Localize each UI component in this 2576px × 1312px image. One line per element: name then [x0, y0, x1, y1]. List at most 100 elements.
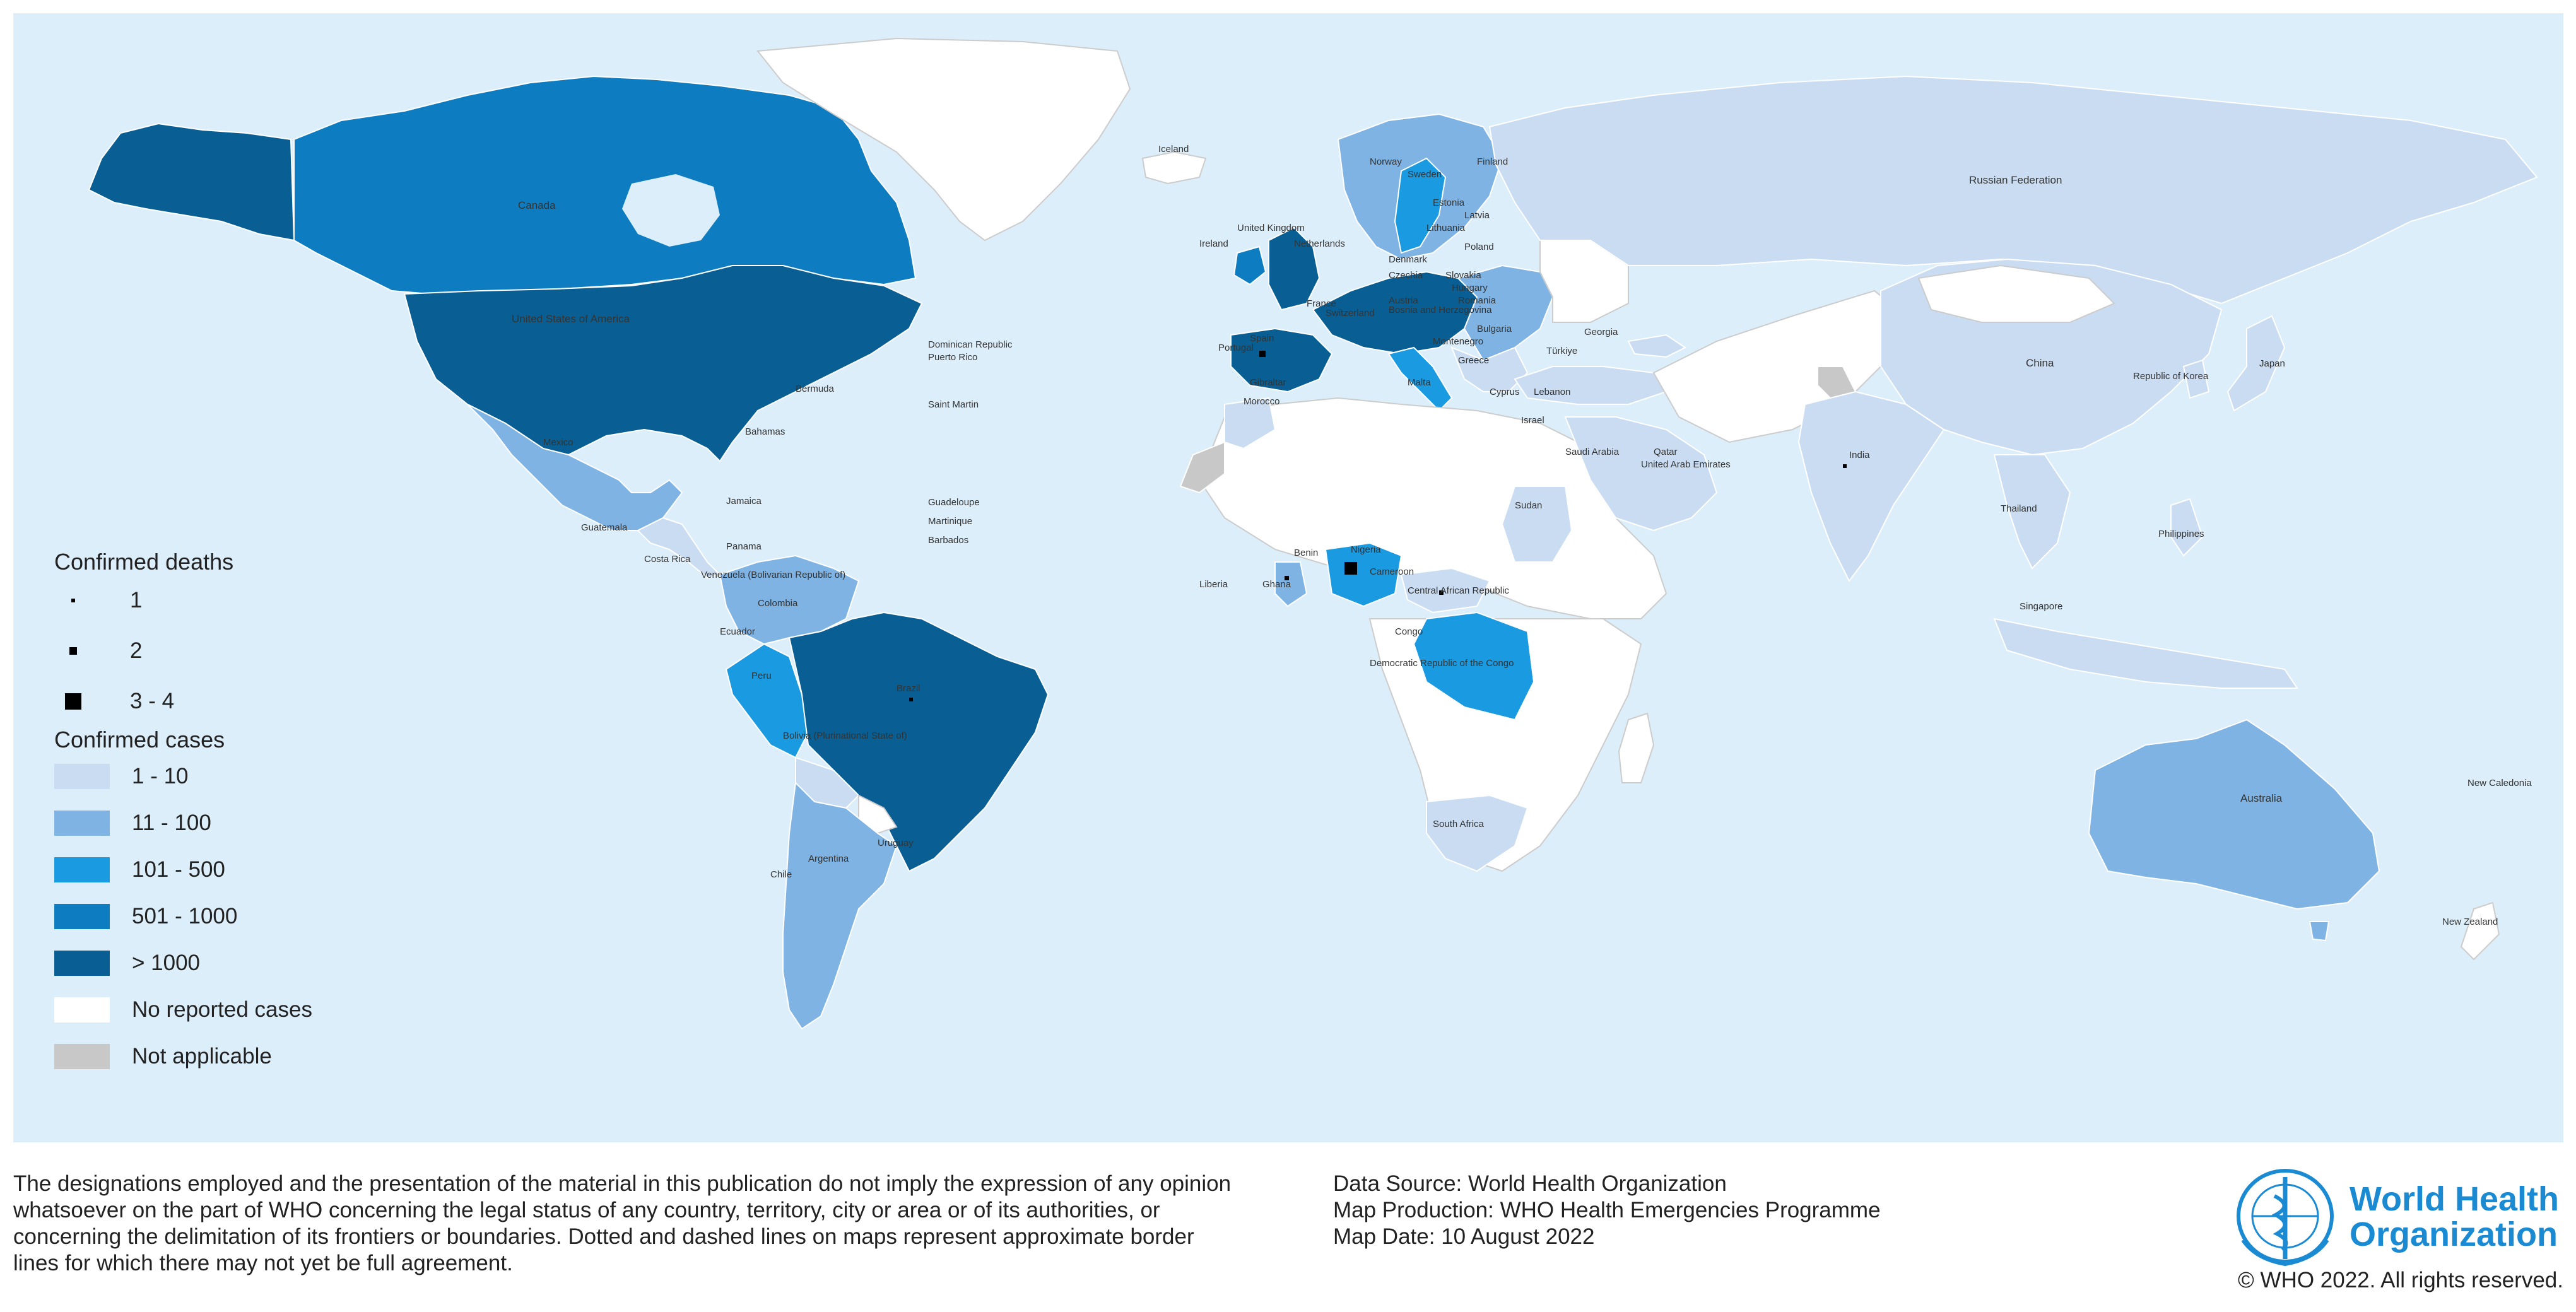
label-iceland: Iceland: [1158, 144, 1189, 155]
label-russia: Russian Federation: [1969, 174, 2062, 186]
mexico-shape: [467, 404, 683, 531]
label-bahamas: Bahamas: [745, 426, 785, 437]
label-sweden: Sweden: [1408, 169, 1442, 180]
alaska: [88, 122, 295, 242]
drc-shape: [1413, 611, 1535, 721]
label-latvia: Latvia: [1464, 210, 1490, 221]
cases-legend: 1 - 10 11 - 100 101 - 500 501 - 1000 > 1000 N…: [54, 753, 312, 1080]
label-austria: Austria: [1389, 295, 1418, 306]
label-saudi-arabia: Saudi Arabia: [1565, 447, 1620, 457]
label-bolivia: Bolivia (Plurinational State of): [783, 730, 907, 741]
deaths-legend-label: 2: [130, 638, 143, 663]
iceland: [1141, 151, 1207, 185]
uk-shape: [1268, 226, 1320, 311]
label-malta: Malta: [1408, 377, 1431, 388]
cases-legend-swatch: [54, 764, 110, 789]
label-china: China: [2026, 357, 2054, 369]
cases-legend-label: 501 - 1000: [132, 904, 238, 928]
paraguay-shape: [858, 794, 898, 835]
peru-shape: [725, 643, 809, 759]
sudan-shape: [1501, 486, 1573, 563]
cases-legend-label: 11 - 100: [132, 811, 211, 835]
western-sahara: [1179, 441, 1225, 494]
label-switzerland: Switzerland: [1326, 308, 1375, 319]
label-morocco: Morocco: [1244, 396, 1280, 407]
label-nigeria: Nigeria: [1351, 544, 1381, 555]
label-bulgaria: Bulgaria: [1477, 324, 1512, 334]
copyright-text: © WHO 2022. All rights reserved.: [2238, 1268, 2563, 1292]
label-gibraltar: Gibraltar: [1250, 377, 1286, 388]
cases-legend-swatch: [54, 904, 110, 929]
sweden-shape: [1394, 157, 1447, 254]
label-venezuela: Venezuela (Bolivarian Republic of): [701, 570, 845, 580]
label-drc: Democratic Republic of the Congo: [1370, 658, 1514, 669]
label-peru: Peru: [751, 671, 772, 681]
label-dominican-rep: Dominican Republic: [928, 339, 1013, 350]
deaths-legend-row: 1: [54, 575, 312, 626]
deaths-legend-row: 2: [54, 626, 312, 676]
death-symbol-icon: [54, 688, 130, 715]
cases-legend-swatch: [54, 857, 110, 882]
label-spain: Spain: [1250, 333, 1274, 344]
label-car: Central African Republic: [1408, 585, 1509, 596]
iberia: [1230, 327, 1333, 393]
who-name: World Health Organization: [2350, 1181, 2559, 1252]
label-singapore: Singapore: [2020, 601, 2062, 612]
map-legend: Confirmed deaths 1 2 3 - 4 Confirmed cases…: [54, 549, 312, 1080]
cases-legend-swatch: [54, 811, 110, 836]
new-zealand: [2460, 901, 2500, 961]
label-south-africa: South Africa: [1433, 819, 1485, 829]
map-production: Map Production: WHO Health Emergencies P…: [1333, 1198, 1881, 1222]
africa-north: [1198, 397, 1667, 619]
label-denmark: Denmark: [1389, 254, 1427, 265]
label-guadeloupe: Guadeloupe: [928, 497, 980, 508]
canada-shape: [293, 75, 917, 295]
cases-legend-row: 1 - 10: [54, 753, 312, 800]
disclaimer-text: The designations employed and the presen…: [13, 1171, 1232, 1275]
venezuela-colombia: [719, 554, 860, 645]
label-argentina: Argentina: [808, 853, 849, 864]
georgia-shape: [1627, 334, 1686, 358]
indonesia: [1993, 618, 2298, 689]
tasmania: [2308, 921, 2330, 942]
label-hungary: Hungary: [1452, 283, 1488, 293]
label-portugal: Portugal: [1218, 343, 1254, 353]
cases-legend-title: Confirmed cases: [54, 727, 225, 753]
turkey: [1514, 366, 1667, 405]
label-ecuador: Ecuador: [720, 626, 755, 637]
japan-shape: [2226, 315, 2286, 412]
death-marker-ghana: [1285, 576, 1289, 580]
label-barbados: Barbados: [928, 535, 968, 546]
deaths-legend-title: Confirmed deaths: [54, 549, 234, 575]
label-liberia: Liberia: [1199, 579, 1228, 590]
label-new-zealand: New Zealand: [2442, 917, 2498, 927]
cases-legend-row: No reported cases: [54, 987, 312, 1033]
label-bermuda: Bermuda: [796, 384, 835, 394]
who-name-line1: World Health: [2350, 1180, 2560, 1218]
label-lithuania: Lithuania: [1426, 223, 1466, 233]
label-japan: Japan: [2259, 358, 2285, 369]
label-poland: Poland: [1464, 242, 1494, 252]
label-congo: Congo: [1395, 626, 1423, 637]
map-date: Map Date: 10 August 2022: [1333, 1224, 1595, 1249]
label-ireland: Ireland: [1199, 238, 1228, 249]
india-shape: [1797, 390, 1945, 582]
label-cameroon: Cameroon: [1370, 566, 1414, 577]
label-romania: Romania: [1458, 295, 1497, 306]
death-symbol-icon: [54, 587, 130, 614]
label-uk: United Kingdom: [1237, 223, 1305, 233]
label-benin: Benin: [1294, 548, 1318, 558]
deaths-legend: 1 2 3 - 4: [54, 575, 312, 727]
label-guatemala: Guatemala: [581, 522, 628, 533]
cases-legend-label: 1 - 10: [132, 764, 189, 788]
cases-legend-row: Not applicable: [54, 1033, 312, 1080]
nigeria-shape: [1324, 542, 1403, 607]
deaths-legend-label: 3 - 4: [130, 689, 175, 713]
data-source: Data Source: World Health Organization: [1333, 1171, 1727, 1196]
label-slovakia: Slovakia: [1445, 270, 1481, 281]
label-france: France: [1307, 298, 1336, 309]
death-marker-india: [1843, 464, 1847, 468]
death-marker-brazil: [909, 698, 913, 701]
label-uruguay: Uruguay: [878, 838, 914, 848]
arabia: [1564, 416, 1718, 532]
